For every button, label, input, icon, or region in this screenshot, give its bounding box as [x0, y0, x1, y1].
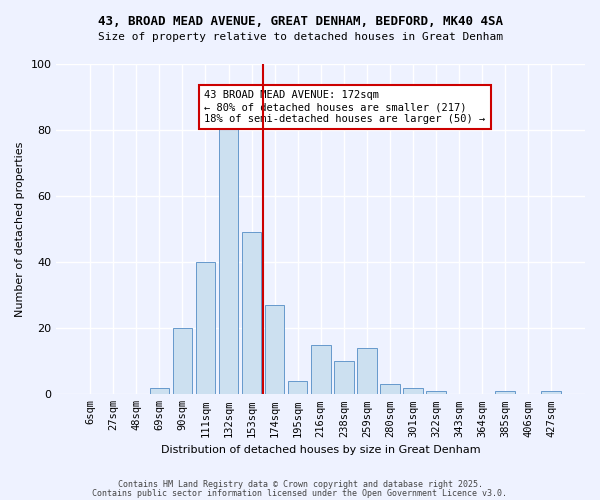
Bar: [219, 117, 238, 394]
Bar: [149, 388, 169, 394]
Text: Contains HM Land Registry data © Crown copyright and database right 2025.: Contains HM Land Registry data © Crown c…: [118, 480, 482, 489]
Bar: [173, 328, 192, 394]
Bar: [265, 305, 284, 394]
Text: 43 BROAD MEAD AVENUE: 172sqm
← 80% of detached houses are smaller (217)
18% of s: 43 BROAD MEAD AVENUE: 172sqm ← 80% of de…: [205, 90, 485, 124]
Text: Contains public sector information licensed under the Open Government Licence v3: Contains public sector information licen…: [92, 488, 508, 498]
Bar: [426, 391, 446, 394]
Text: Size of property relative to detached houses in Great Denham: Size of property relative to detached ho…: [97, 32, 503, 42]
Text: 43, BROAD MEAD AVENUE, GREAT DENHAM, BEDFORD, MK40 4SA: 43, BROAD MEAD AVENUE, GREAT DENHAM, BED…: [97, 15, 503, 28]
Bar: [380, 384, 400, 394]
Y-axis label: Number of detached properties: Number of detached properties: [15, 142, 25, 317]
Bar: [334, 362, 353, 394]
Bar: [311, 345, 331, 395]
Bar: [242, 232, 262, 394]
Bar: [541, 391, 561, 394]
Bar: [403, 388, 422, 394]
Bar: [196, 262, 215, 394]
Bar: [495, 391, 515, 394]
Bar: [357, 348, 377, 395]
X-axis label: Distribution of detached houses by size in Great Denham: Distribution of detached houses by size …: [161, 445, 481, 455]
Bar: [288, 381, 307, 394]
